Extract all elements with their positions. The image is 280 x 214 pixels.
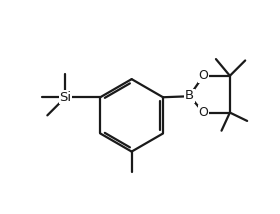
Text: Si: Si bbox=[59, 91, 71, 104]
Text: O: O bbox=[199, 106, 208, 119]
Text: O: O bbox=[199, 69, 208, 82]
Text: B: B bbox=[185, 89, 194, 102]
